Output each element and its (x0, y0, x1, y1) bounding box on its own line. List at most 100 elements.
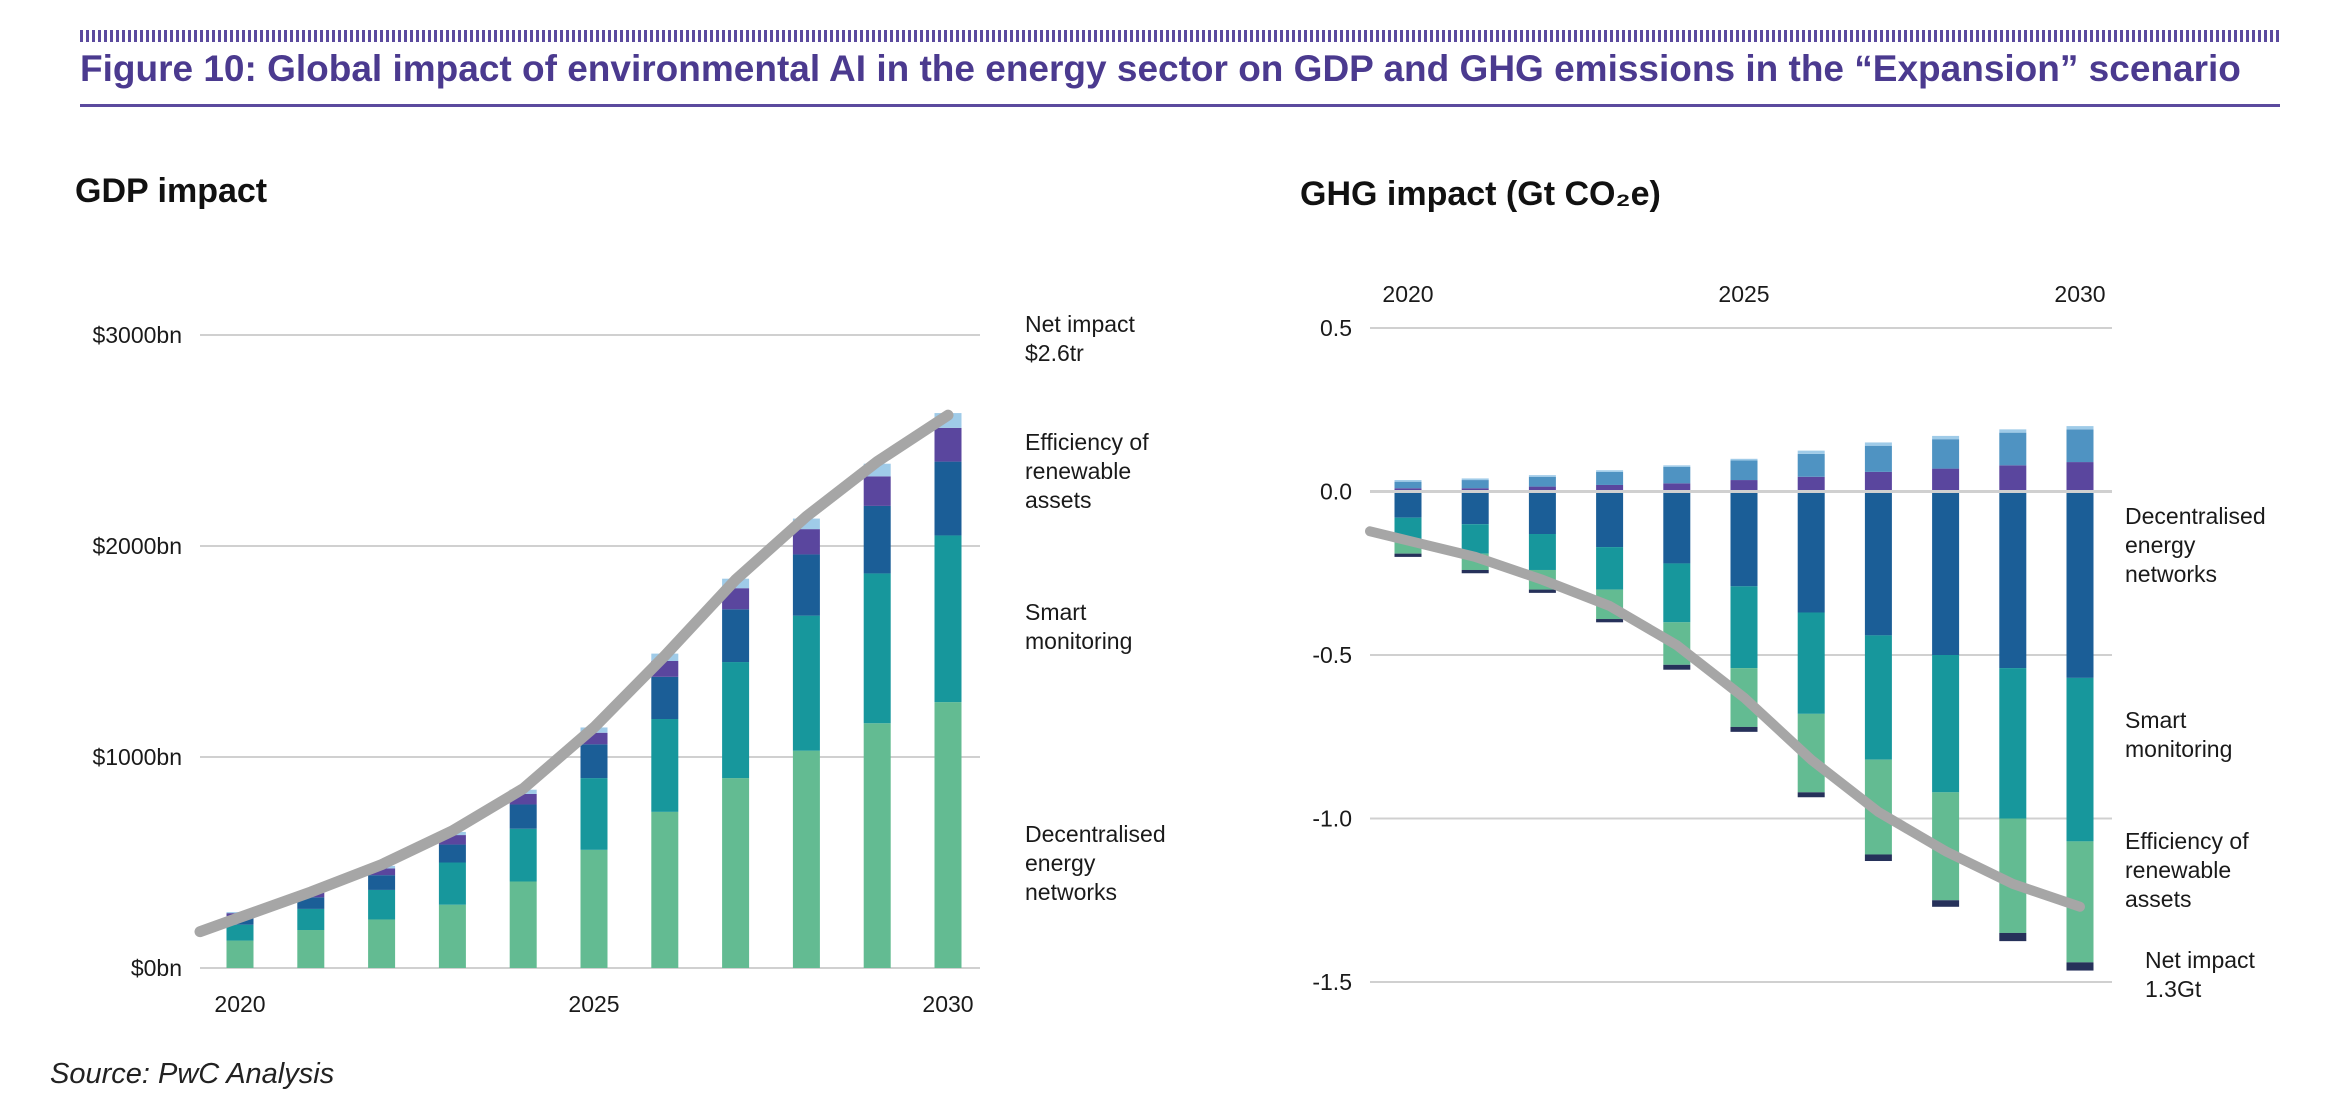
gdp-bar-segment (297, 930, 325, 968)
ghg-annotation-efficiency-line-1: Efficiency of (2125, 828, 2249, 854)
gdp-annotation-decentralised-line-3: networks (1025, 879, 1117, 905)
gdp-bar-segment (580, 778, 608, 850)
gdp-bar-segment (509, 793, 537, 805)
ghg-bar-segment-positive (1932, 468, 1960, 492)
gdp-bar-segment (509, 881, 537, 968)
ghg-bar-segment-negative (2066, 677, 2094, 842)
ghg-xtick-label: 2030 (2054, 281, 2105, 307)
ghg-bar-segment-negative (1596, 619, 1624, 623)
ghg-ytick-label: -1.5 (1312, 969, 1352, 995)
gdp-bar-segment (722, 609, 750, 663)
gdp-bar-segment (509, 828, 537, 882)
ghg-bar-segment-positive (1932, 439, 1960, 469)
ghg-bar-segment-negative (1461, 491, 1489, 525)
ghg-bar-segment-positive (1797, 450, 1825, 454)
ghg-bar-segment-positive (1596, 471, 1624, 485)
ghg-bar-segment-negative (1394, 491, 1422, 518)
ghg-bar-segment-positive (1999, 432, 2027, 466)
ghg-annotation-smart-monitoring-line-2: monitoring (2125, 736, 2232, 762)
ghg-bar-segment-positive (1528, 476, 1556, 487)
ghg-bar-segment-positive (1461, 488, 1489, 492)
gdp-bar-segment (580, 744, 608, 779)
gdp-bar-segment (792, 529, 820, 555)
ghg-ytick-label: -1.0 (1312, 806, 1352, 832)
ghg-annotation-efficiency-line-2: renewable (2125, 857, 2231, 883)
ghg-bar-segment-positive (1528, 475, 1556, 477)
ghg-bar-segment-positive (1394, 488, 1422, 492)
gdp-bar-segment (651, 719, 679, 812)
ghg-bar-segment-negative (1461, 524, 1489, 554)
ghg-bar-segment-positive (1663, 483, 1691, 492)
ghg-annotation-efficiency-line-3: assets (2125, 886, 2191, 912)
ghg-bar-segment-positive (1864, 471, 1892, 492)
ghg-annotation-net-impact-line-2: 1.3Gt (2145, 976, 2202, 1002)
gdp-bar-segment (509, 804, 537, 829)
ghg-bar-segment-positive (1528, 486, 1556, 492)
gdp-bar-segment (438, 844, 466, 863)
gdp-annotation-smart-monitoring-line-2: monitoring (1025, 628, 1132, 654)
gdp-bar-segment (368, 919, 396, 968)
ghg-annotation-decentralised-line-3: networks (2125, 561, 2217, 587)
gdp-bar-segment (934, 702, 962, 968)
ghg-xtick-label: 2025 (1718, 281, 1769, 307)
gdp-bar-segment (722, 778, 750, 968)
ghg-bar-segment-negative (2066, 491, 2094, 678)
ghg-ytick-label: -0.5 (1312, 642, 1352, 668)
gdp-bar-segment (368, 889, 396, 920)
ghg-ytick-label: 0.0 (1320, 479, 1352, 505)
gdp-bar-segment (863, 505, 891, 574)
ghg-bar-segment-negative (1663, 563, 1691, 623)
gdp-bar-segment (297, 908, 325, 931)
ghg-bar-segment-positive (1394, 481, 1422, 489)
ghg-bar-segment-positive (2066, 426, 2094, 430)
ghg-annotation-decentralised-line-2: energy (2125, 532, 2196, 558)
gdp-bar-segment (863, 476, 891, 506)
ghg-bar-segment-positive (1663, 466, 1691, 484)
ghg-bar-segment-negative (1528, 589, 1556, 593)
ghg-annotation-smart-monitoring-line-1: Smart (2125, 707, 2187, 733)
gdp-bar-segment (651, 676, 679, 720)
ghg-bar-segment-negative (1596, 491, 1624, 548)
ghg-bar-segment-negative (1864, 854, 1892, 862)
ghg-bar-segment-positive (1864, 442, 1892, 446)
gdp-annotation-smart-monitoring-line-1: Smart (1025, 599, 1087, 625)
gdp-chart-title: GDP impact (75, 172, 268, 210)
gdp-bar-segment (226, 924, 254, 941)
gdp-bar-segment (792, 615, 820, 751)
gdp-bar-segment (226, 940, 254, 968)
gdp-annotation-decentralised-line-1: Decentralised (1025, 821, 1166, 847)
ghg-bar-segment-positive (1999, 429, 2027, 433)
gdp-bar-segment (368, 868, 396, 876)
gdp-bar-segment (934, 535, 962, 703)
ghg-bar-segment-positive (1461, 478, 1489, 481)
gdp-bar-segment (580, 849, 608, 968)
ghg-bar-segment-positive (1663, 465, 1691, 467)
gdp-annotation-net-impact-line-1: Net impact (1025, 311, 1136, 337)
ghg-net-impact-line (1365, 526, 2085, 912)
ghg-bar-segment-positive (1461, 480, 1489, 489)
gdp-net-impact-line (194, 409, 954, 938)
ghg-bar-segment-positive (1932, 435, 1960, 440)
ghg-bar-segment-negative (1528, 534, 1556, 570)
ghg-bar-segment-negative (1797, 792, 1825, 798)
ghg-bar-segment-negative (1730, 726, 1758, 732)
ghg-bar-segment-negative (1999, 668, 2027, 819)
ghg-bar-segment-negative (1663, 491, 1691, 564)
ghg-bar-segment-positive (2066, 429, 2094, 463)
ghg-bar-segment-negative (1864, 491, 1892, 636)
gdp-ytick-label: $3000bn (92, 322, 182, 348)
gdp-annotation-efficiency-line-3: assets (1025, 487, 1091, 513)
gdp-bar-segment (792, 750, 820, 968)
gdp-bar-segment (792, 554, 820, 616)
ghg-bar-segment-negative (1730, 491, 1758, 587)
gdp-annotation-efficiency-line-1: Efficiency of (1025, 429, 1149, 455)
gdp-bar-segment (934, 461, 962, 536)
gdp-bar-segment (722, 662, 750, 779)
ghg-bar-segment-negative (2066, 962, 2094, 971)
ghg-bar-segment-negative (1932, 491, 1960, 655)
source-note: Source: PwC Analysis (50, 1058, 335, 1090)
gdp-annotation-net-impact-line-2: $2.6tr (1025, 340, 1084, 366)
ghg-annotation-net-impact-line-1: Net impact (2145, 947, 2256, 973)
ghg-bar-segment-positive (1730, 480, 1758, 492)
